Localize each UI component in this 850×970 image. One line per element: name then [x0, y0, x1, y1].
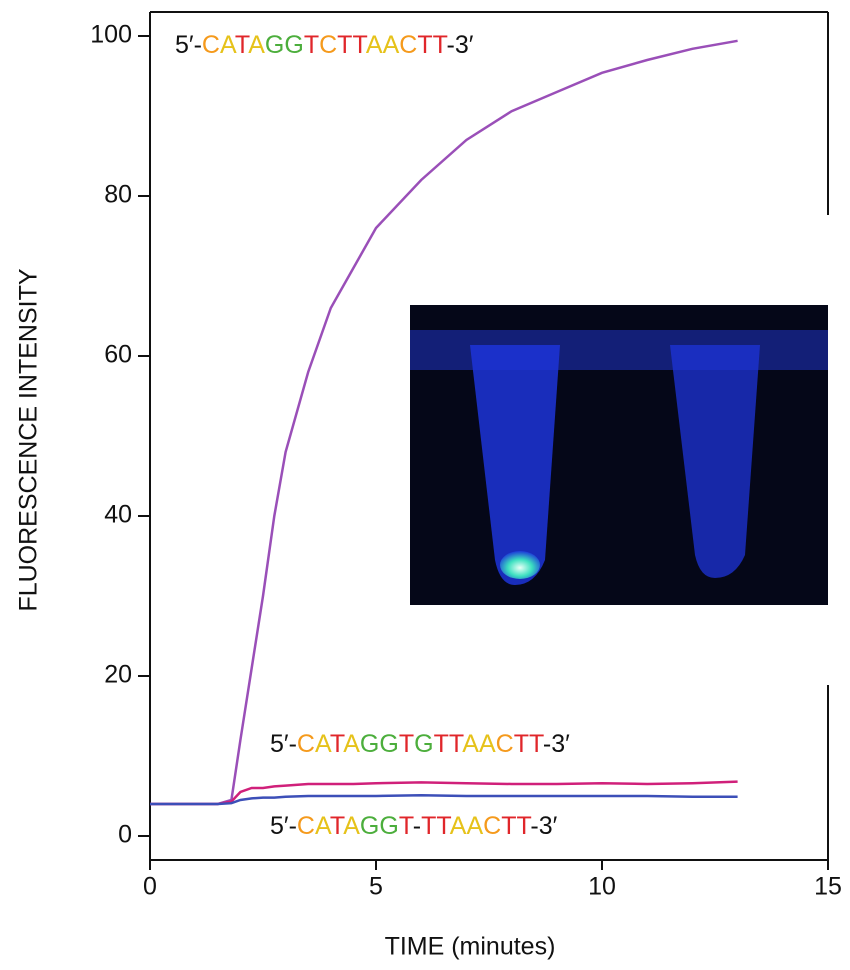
- x-tick-label: 0: [143, 873, 157, 901]
- sequence-label: 5′-CATAGGTCTTAACTT-3′: [175, 31, 474, 59]
- x-tick-label: 5: [369, 873, 383, 901]
- y-tick-label: 0: [118, 821, 132, 849]
- y-tick-label: 40: [104, 501, 132, 529]
- inset-photo: [410, 305, 828, 605]
- y-tick-label: 80: [104, 181, 132, 209]
- sequence-label: 5′-CATAGGT-TTAACTT-3′: [270, 812, 558, 840]
- x-tick-label: 10: [588, 873, 616, 901]
- x-axis-label: TIME (minutes): [385, 933, 556, 961]
- sequence-label: 5′-CATAGGTGTTAACTT-3′: [270, 730, 570, 758]
- x-tick-label: 15: [814, 873, 842, 901]
- y-axis-label: FLUORESCENCE INTENSITY: [15, 268, 43, 611]
- y-tick-label: 60: [104, 341, 132, 369]
- y-tick-label: 20: [104, 661, 132, 689]
- y-tick-label: 100: [90, 21, 132, 49]
- data-line: [150, 793, 738, 806]
